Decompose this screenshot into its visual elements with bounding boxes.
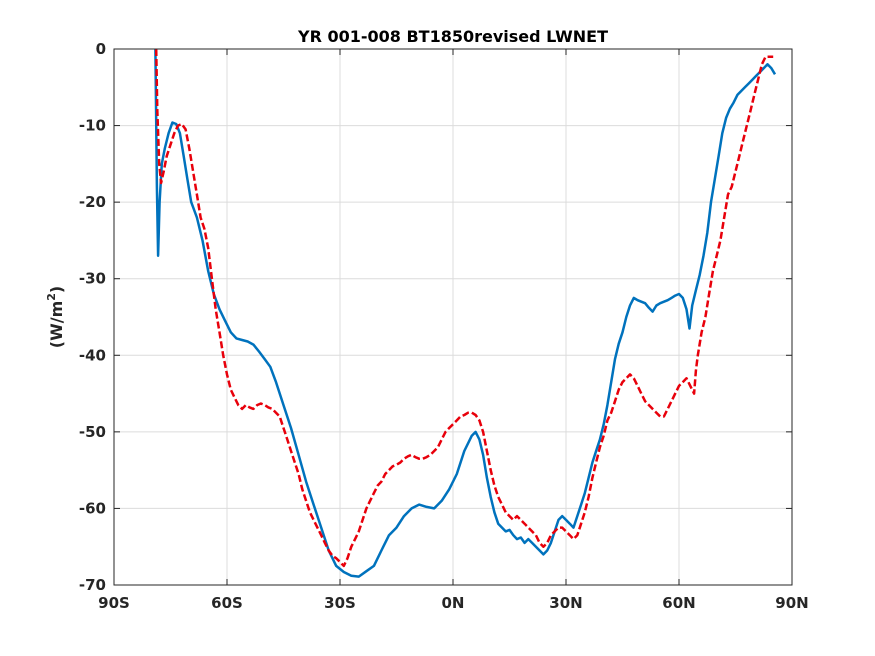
y-tick-label: -40 bbox=[79, 346, 106, 364]
x-tick-label: 30N bbox=[549, 594, 582, 612]
y-tick-label: -20 bbox=[79, 193, 106, 211]
x-tick-label: 60S bbox=[211, 594, 243, 612]
dashed-series-line bbox=[154, 48, 774, 568]
series-lines bbox=[154, 48, 777, 578]
x-tick-label: 60N bbox=[662, 594, 695, 612]
x-tick-label: 90N bbox=[775, 594, 808, 612]
y-axis-label: (W/m2) bbox=[45, 286, 66, 348]
y-tick-label: -10 bbox=[79, 117, 106, 135]
y-tick-label: 0 bbox=[96, 40, 106, 58]
y-tick-label: -60 bbox=[79, 499, 106, 517]
y-tick-label: -70 bbox=[79, 576, 106, 594]
chart-title: YR 001-008 BT1850revised LWNET bbox=[297, 27, 608, 46]
y-tick-label: -50 bbox=[79, 423, 106, 441]
x-tick-label: 0N bbox=[442, 594, 465, 612]
x-tick-label: 90S bbox=[98, 594, 130, 612]
y-axis-label-main: (W/m bbox=[47, 301, 66, 348]
y-tick-label: -30 bbox=[79, 270, 106, 288]
ticks bbox=[113, 48, 793, 586]
x-tick-label: 30S bbox=[324, 594, 356, 612]
y-axis-label-close: ) bbox=[47, 286, 66, 293]
tick-labels: 90S 60S 30S 0N 30N 60N 90N 0 -10 -20 -30 -40 -50 -60 -… bbox=[79, 40, 809, 612]
solid-series-line bbox=[154, 48, 777, 578]
y-axis-label-superscript: 2 bbox=[45, 293, 58, 301]
